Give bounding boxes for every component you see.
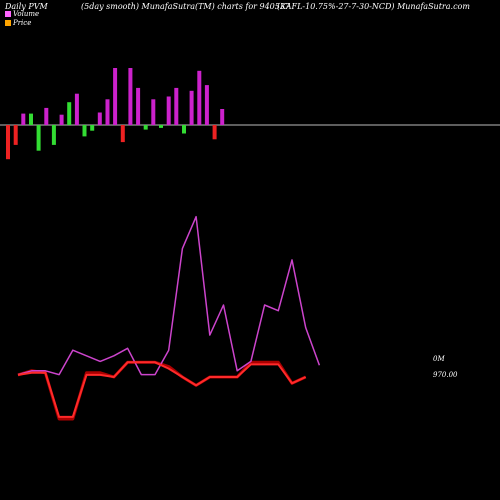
volume-bar [21,113,26,125]
volume-bar [6,125,10,160]
volume-bar [51,125,56,145]
volume-bar [174,87,179,125]
chart-header-middle: (5day smooth) MunafaSutra(TM) charts for… [81,2,291,11]
volume-bar [44,107,49,125]
volume-bar [204,85,209,125]
volume-line [17,215,321,376]
volume-bar [128,68,133,125]
volume-bar [36,125,41,151]
chart-header-left: Daily PVM [5,2,48,11]
volume-bar [159,125,163,128]
volume-bar [113,68,118,125]
volume-end-label: 0M [433,355,445,363]
volume-bar [197,70,202,125]
volume-bar [97,112,102,125]
volume-bar [143,125,148,130]
price-line [17,361,307,418]
volume-bar [151,99,156,125]
volume-bar [29,113,33,125]
volume-bar [59,114,64,125]
volume-bar [82,125,87,137]
volume-bar [136,87,141,125]
volume-bar [189,90,194,125]
legend-swatch-volume [5,10,11,17]
volume-bar [90,125,95,131]
volume-bar [182,125,186,134]
chart-header-right: (KAFL-10.75%-27-7-30-NCD) MunafaSutra.co… [277,2,470,11]
volume-bar [220,109,225,125]
chart-legend: Volume Price [5,9,39,27]
legend-label-price: Price [13,18,32,27]
volume-bars [6,68,225,160]
legend-label-volume: Volume [13,9,40,18]
volume-bar [74,93,79,126]
volume-bar [67,102,72,125]
price-volume-lines [17,215,321,421]
legend-item-volume: Volume [5,9,39,18]
legend-swatch-price [5,19,11,26]
volume-bar [13,125,18,145]
volume-bar [120,125,125,143]
volume-bar [212,125,217,140]
volume-bar [105,99,110,125]
volume-bar [166,96,171,125]
price-end-label: 970.00 [433,371,458,379]
legend-item-price: Price [5,18,39,27]
